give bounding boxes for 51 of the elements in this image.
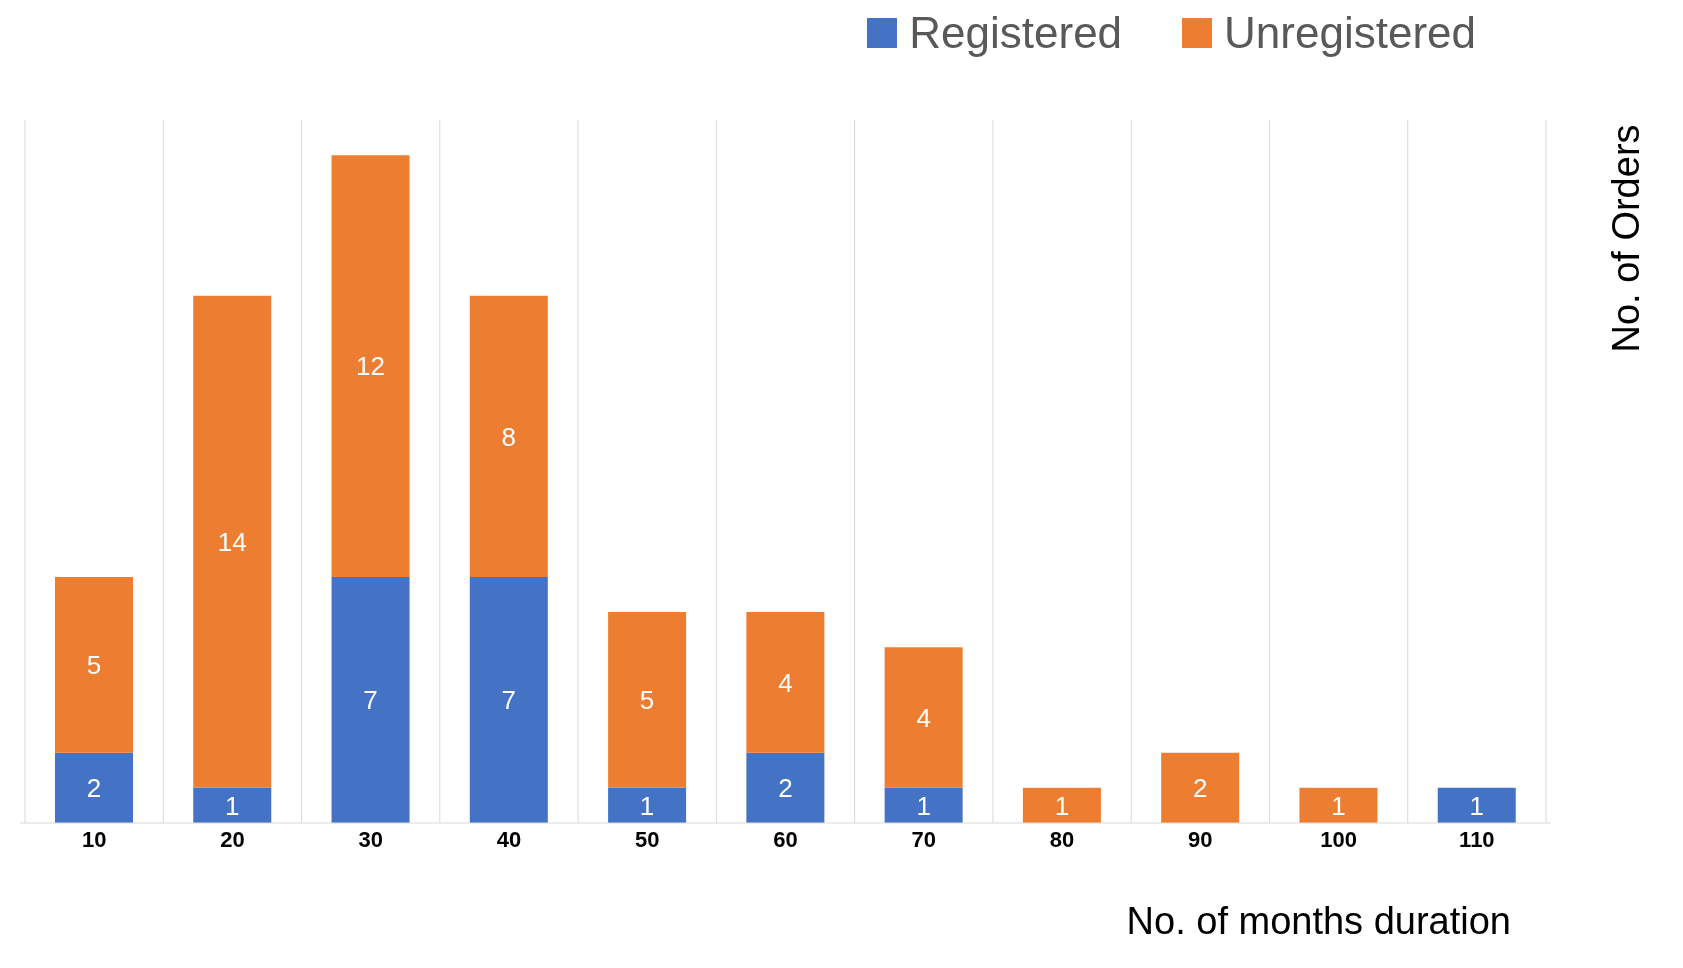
- data-label: 12: [356, 351, 386, 382]
- data-label: 1: [1331, 790, 1346, 821]
- data-label: 2: [778, 773, 793, 804]
- legend-label: Registered: [909, 8, 1123, 58]
- bar: [331, 155, 410, 577]
- bar: [469, 576, 548, 823]
- bar: [193, 295, 272, 788]
- data-label: 1: [639, 790, 655, 821]
- data-label: 7: [363, 685, 378, 716]
- x-tick-label: 20: [220, 826, 245, 852]
- data-label: 2: [86, 773, 102, 804]
- data-label: 5: [86, 650, 102, 681]
- bar: [1022, 787, 1101, 823]
- x-tick-label: 10: [81, 826, 107, 852]
- bar: [746, 612, 825, 753]
- data-label: 1: [916, 790, 931, 821]
- x-tick-label: 110: [1459, 826, 1495, 852]
- bar: [1299, 787, 1378, 823]
- bar: [608, 787, 687, 823]
- x-tick-label: 90: [1188, 826, 1213, 852]
- bar: [884, 647, 963, 788]
- data-label: 2: [1192, 773, 1208, 804]
- x-tick-label: 60: [773, 826, 798, 852]
- bar: [55, 752, 133, 823]
- data-label: 1: [1054, 790, 1070, 821]
- bar: [1161, 752, 1240, 823]
- x-tick-label: 70: [911, 826, 937, 852]
- x-axis-title: No. of months duration: [1126, 900, 1511, 943]
- data-label: 8: [501, 421, 517, 452]
- x-tick-label: 50: [634, 826, 660, 852]
- bar: [331, 576, 410, 823]
- y-axis-title: No. of Orders: [1604, 123, 1648, 353]
- data-label: 1: [1469, 790, 1484, 821]
- x-tick-label: 30: [358, 826, 383, 852]
- bar: [469, 295, 548, 577]
- data-label: 5: [639, 685, 655, 716]
- bar: [55, 576, 133, 753]
- x-tick-label: 80: [1049, 826, 1075, 852]
- data-label: 1: [225, 790, 240, 821]
- data-label: 7: [501, 685, 517, 716]
- bar: [746, 752, 825, 823]
- bar: [608, 612, 687, 788]
- bar: [884, 787, 963, 823]
- data-label: 14: [217, 527, 247, 558]
- legend-label: Unregistered: [1224, 8, 1476, 58]
- bar: [1437, 787, 1516, 823]
- bar: [193, 787, 272, 823]
- x-tick-label: 40: [496, 826, 522, 852]
- x-tick-label: 100: [1320, 826, 1357, 852]
- data-label: 4: [916, 702, 931, 733]
- data-label: 4: [778, 667, 793, 698]
